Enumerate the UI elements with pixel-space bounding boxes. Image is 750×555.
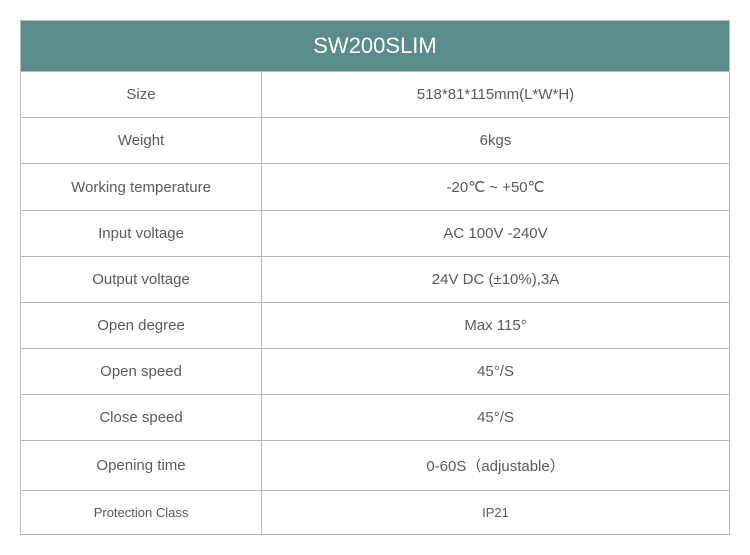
row-value: 518*81*115mm(L*W*H) (262, 72, 730, 118)
table-row: Opening time 0-60S（adjustable） (21, 441, 730, 491)
table-row: Open speed 45°/S (21, 349, 730, 395)
row-value: 45°/S (262, 349, 730, 395)
row-value: 24V DC (±10%),3A (262, 257, 730, 303)
row-value: AC 100V -240V (262, 211, 730, 257)
row-label: Open degree (21, 303, 262, 349)
table-row: Open degree Max 115° (21, 303, 730, 349)
spec-table: SW200SLIM Size 518*81*115mm(L*W*H) Weigh… (20, 20, 730, 535)
row-label: Working temperature (21, 164, 262, 211)
table-row: Working temperature -20℃ ~ +50℃ (21, 164, 730, 211)
row-label: Close speed (21, 395, 262, 441)
row-label: Opening time (21, 441, 262, 491)
row-value: IP21 (262, 491, 730, 535)
row-value: 0-60S（adjustable） (262, 441, 730, 491)
row-label: Protection Class (21, 491, 262, 535)
row-value: -20℃ ~ +50℃ (262, 164, 730, 211)
row-value: Max 115° (262, 303, 730, 349)
table-row: Protection Class IP21 (21, 491, 730, 535)
table-row: Size 518*81*115mm(L*W*H) (21, 72, 730, 118)
row-label: Input voltage (21, 211, 262, 257)
row-value: 6kgs (262, 118, 730, 164)
table-row: Weight 6kgs (21, 118, 730, 164)
row-value: 45°/S (262, 395, 730, 441)
row-label: Size (21, 72, 262, 118)
row-label: Open speed (21, 349, 262, 395)
table-row: Close speed 45°/S (21, 395, 730, 441)
table-title: SW200SLIM (21, 21, 730, 72)
row-label: Output voltage (21, 257, 262, 303)
header-row: SW200SLIM (21, 21, 730, 72)
row-label: Weight (21, 118, 262, 164)
table-row: Output voltage 24V DC (±10%),3A (21, 257, 730, 303)
table-body: Size 518*81*115mm(L*W*H) Weight 6kgs Wor… (21, 72, 730, 535)
table-row: Input voltage AC 100V -240V (21, 211, 730, 257)
